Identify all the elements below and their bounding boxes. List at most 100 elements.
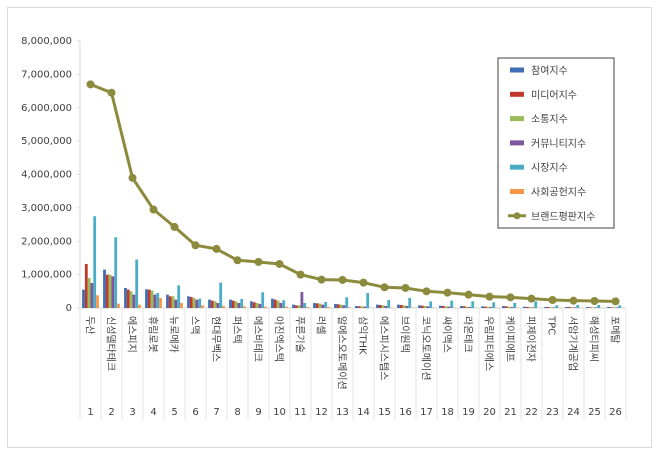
x-tick-label: 삼익THK [357, 316, 369, 355]
bar [340, 305, 343, 308]
category-number: 17 [420, 407, 433, 418]
bar [96, 295, 99, 308]
bar [534, 301, 537, 308]
bar [508, 307, 511, 308]
bar [198, 299, 201, 308]
line-marker [339, 276, 347, 284]
bar [418, 305, 421, 308]
bar [138, 305, 141, 308]
bar [553, 307, 556, 308]
bar [450, 301, 453, 308]
bar [306, 307, 309, 308]
bar [544, 307, 547, 308]
bar [256, 303, 259, 308]
bar [201, 305, 204, 308]
bar [366, 293, 369, 308]
line-marker [549, 296, 557, 304]
bar [337, 304, 340, 308]
category-number: 1 [87, 407, 93, 418]
legend-label: 시장지수 [531, 162, 568, 174]
x-tick-label: 신성델타테크 [105, 316, 117, 371]
line-marker [570, 297, 578, 305]
x-tick-label: 라온테크 [462, 316, 474, 353]
x-tick-label: 싸이맥스 [441, 316, 453, 353]
bar [145, 289, 148, 308]
x-tick-label: 에스비테크 [252, 316, 264, 362]
line-marker [612, 297, 620, 305]
y-tick-label: 4,000,000 [21, 170, 72, 181]
bar [243, 306, 246, 308]
x-tick-label: 러셀 [315, 316, 327, 334]
legend-swatch [510, 92, 524, 97]
line-marker [87, 80, 95, 88]
bar [403, 305, 406, 308]
legend-label: 미디어지수 [531, 89, 577, 101]
category-number: 12 [315, 407, 328, 418]
bar [109, 275, 112, 308]
bar [169, 296, 172, 308]
bar [133, 295, 136, 308]
category-number: 6 [192, 407, 198, 418]
category-number: 2 [108, 407, 114, 418]
bar [172, 296, 175, 308]
x-tick-label: 에스피지 [126, 316, 138, 353]
bar [229, 300, 232, 308]
bar [222, 306, 225, 308]
bar [565, 307, 568, 308]
line-marker [171, 223, 179, 231]
bar [238, 303, 241, 308]
category-number: 4 [150, 407, 156, 418]
x-tick-label: 퍼스텍 [231, 316, 243, 344]
bar [568, 307, 571, 308]
bar [135, 260, 138, 308]
legend-swatch [510, 165, 524, 170]
bar [481, 306, 484, 308]
bar [88, 278, 91, 308]
y-tick-label: 3,000,000 [21, 203, 72, 214]
bar [379, 305, 382, 308]
bar [327, 307, 330, 308]
category-number: 5 [171, 407, 177, 418]
bar [613, 307, 616, 308]
category-number: 7 [213, 407, 219, 418]
bar [348, 307, 351, 308]
bar [511, 307, 514, 308]
bar [103, 270, 106, 308]
bar [574, 307, 577, 308]
bar [532, 307, 535, 308]
bar [385, 306, 388, 308]
bar [285, 307, 288, 308]
bar [219, 283, 222, 308]
bar [361, 306, 364, 308]
bar [466, 307, 469, 308]
x-tick-label: 푸른기술 [294, 316, 306, 353]
bar [151, 291, 154, 308]
x-tick-label: 알에스오토메이션 [336, 316, 348, 390]
bar [117, 304, 120, 308]
line-marker [297, 271, 305, 279]
bar [427, 306, 430, 308]
bar [187, 296, 190, 308]
bar [316, 303, 319, 308]
bar [505, 306, 508, 308]
category-number: 22 [525, 407, 538, 418]
x-tick-label: 아진엑스텍 [273, 316, 285, 362]
bar [487, 307, 490, 308]
line-marker [108, 89, 116, 97]
bar [154, 295, 157, 308]
category-number: 13 [336, 407, 349, 418]
bar [484, 307, 487, 308]
bar [547, 307, 550, 308]
bar [319, 304, 322, 308]
line-marker [486, 293, 494, 301]
bar [355, 306, 358, 308]
legend-swatch [514, 212, 521, 219]
category-number: 26 [609, 407, 622, 418]
category-number: 25 [588, 407, 601, 418]
bar [618, 305, 621, 308]
bar [196, 300, 199, 308]
bar [589, 307, 592, 308]
bar [324, 302, 327, 308]
bar [264, 307, 267, 308]
x-tick-label: 코닉오토메이션 [420, 316, 432, 380]
